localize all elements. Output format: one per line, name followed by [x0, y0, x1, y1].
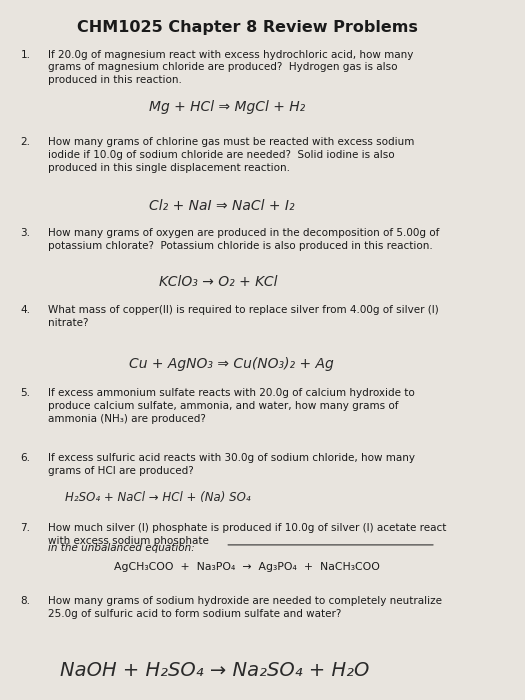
Text: How many grams of sodium hydroxide are needed to completely neutralize
25.0g of : How many grams of sodium hydroxide are n… — [48, 596, 442, 619]
Text: H₂SO₄ + NaCl → HCl + (Na) SO₄: H₂SO₄ + NaCl → HCl + (Na) SO₄ — [65, 491, 250, 504]
Text: 5.: 5. — [20, 389, 30, 398]
Text: 8.: 8. — [20, 596, 30, 606]
Text: Cu + AgNO₃ ⇒ Cu(NO₃)₂ + Ag: Cu + AgNO₃ ⇒ Cu(NO₃)₂ + Ag — [129, 357, 334, 371]
Text: 7.: 7. — [20, 524, 30, 533]
Text: If excess ammonium sulfate reacts with 20.0g of calcium hydroxide to
produce cal: If excess ammonium sulfate reacts with 2… — [48, 389, 414, 424]
Text: If excess sulfuric acid reacts with 30.0g of sodium chloride, how many
grams of : If excess sulfuric acid reacts with 30.0… — [48, 454, 415, 476]
Text: 3.: 3. — [20, 228, 30, 239]
Text: AgCH₃COO  +  Na₃PO₄  →  Ag₃PO₄  +  NaCH₃COO: AgCH₃COO + Na₃PO₄ → Ag₃PO₄ + NaCH₃COO — [114, 562, 380, 573]
Text: NaOH + H₂SO₄ → Na₂SO₄ + H₂O: NaOH + H₂SO₄ → Na₂SO₄ + H₂O — [60, 661, 369, 680]
Text: 2.: 2. — [20, 137, 30, 147]
Text: Mg + HCl ⇒ MgCl + H₂: Mg + HCl ⇒ MgCl + H₂ — [149, 100, 305, 114]
Text: How many grams of chlorine gas must be reacted with excess sodium
iodide if 10.0: How many grams of chlorine gas must be r… — [48, 137, 414, 172]
Text: 1.: 1. — [20, 50, 30, 60]
Text: If 20.0g of magnesium react with excess hydrochloric acid, how many
grams of mag: If 20.0g of magnesium react with excess … — [48, 50, 413, 85]
Text: 4.: 4. — [20, 305, 30, 315]
Text: KClO₃ → O₂ + KCl: KClO₃ → O₂ + KCl — [159, 274, 277, 288]
Text: CHM1025 Chapter 8 Review Problems: CHM1025 Chapter 8 Review Problems — [77, 20, 418, 35]
Text: Cl₂ + NaI ⇒ NaCl + I₂: Cl₂ + NaI ⇒ NaCl + I₂ — [149, 199, 295, 213]
Text: How many grams of oxygen are produced in the decomposition of 5.00g of
potassium: How many grams of oxygen are produced in… — [48, 228, 439, 251]
Text: What mass of copper(II) is required to replace silver from 4.00g of silver (I)
n: What mass of copper(II) is required to r… — [48, 305, 438, 328]
Text: in the unbalanced equation:: in the unbalanced equation: — [48, 542, 194, 553]
Text: How much silver (I) phosphate is produced if 10.0g of silver (I) acetate react
w: How much silver (I) phosphate is produce… — [48, 524, 446, 546]
Text: 6.: 6. — [20, 454, 30, 463]
